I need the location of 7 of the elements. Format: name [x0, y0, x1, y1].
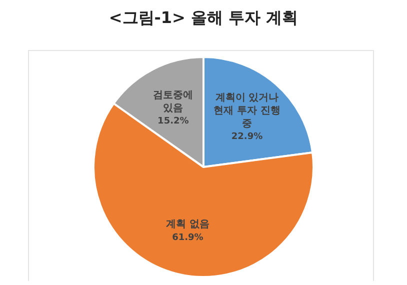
- slice-label: 검토중에 있음: [153, 90, 194, 114]
- data-label: 61.9%: [172, 232, 204, 243]
- data-label: 15.2%: [158, 116, 189, 127]
- data-label: 22.9%: [231, 132, 263, 142]
- chart-title: <그림-1> 올해 투자 계획: [108, 8, 300, 29]
- slice-label: 계획이 있거나 현재 투자 진행 중: [214, 92, 280, 130]
- slice-label: 계획 없음: [166, 219, 210, 230]
